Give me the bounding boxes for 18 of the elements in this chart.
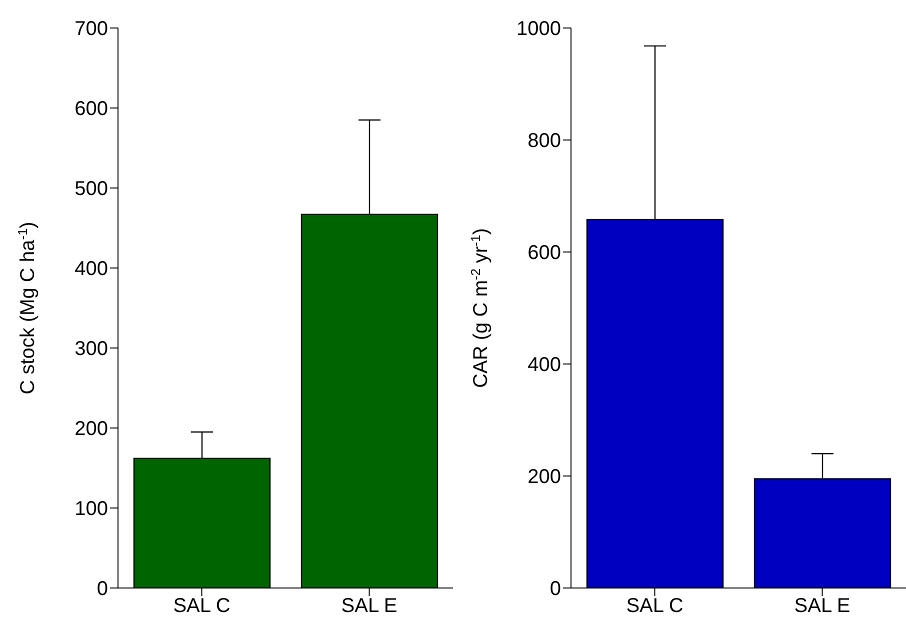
y-tick-label: 800 xyxy=(528,130,561,152)
x-tick-label: SAL C xyxy=(626,595,684,618)
y-tick-label: 1000 xyxy=(516,18,561,40)
y-tick-label: 100 xyxy=(74,498,108,520)
y-tick-label: 0 xyxy=(96,578,108,600)
x-tick-label: SAL C xyxy=(173,595,230,618)
y-tick-label: 700 xyxy=(74,18,108,40)
y-tick-label: 500 xyxy=(74,178,108,200)
y-tick-label: 200 xyxy=(528,466,561,488)
x-tick-label: SAL E xyxy=(341,595,398,618)
x-tick-label: SAL E xyxy=(794,595,850,618)
y-tick-label: 600 xyxy=(528,242,561,264)
y-tick-label: 0 xyxy=(550,578,561,600)
y-tick-label: 600 xyxy=(74,98,108,120)
y-tick-label: 300 xyxy=(74,338,108,360)
y-tick-label: 200 xyxy=(74,418,108,440)
y-tick-label: 400 xyxy=(528,354,561,376)
y-tick-label: 400 xyxy=(74,258,108,280)
